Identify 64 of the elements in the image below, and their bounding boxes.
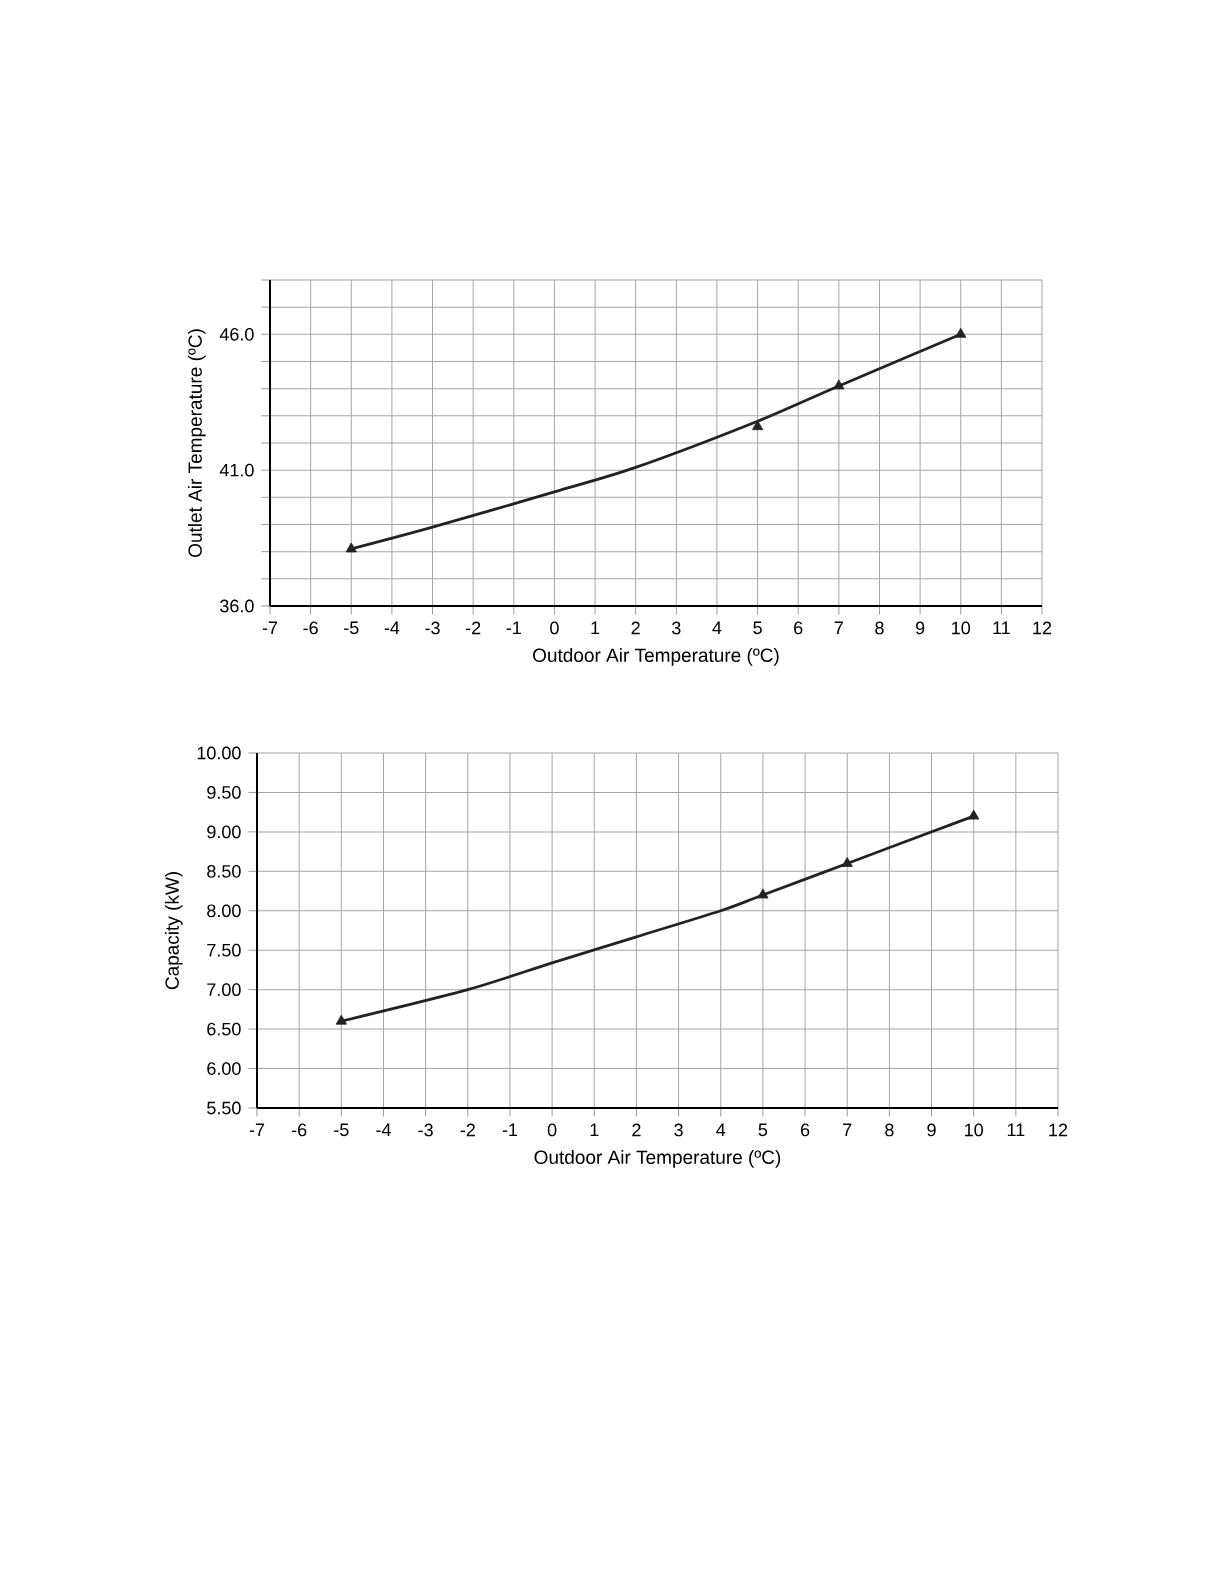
x-tick-label: 9 xyxy=(927,1123,936,1137)
x-tick-label: 0 xyxy=(547,1123,557,1137)
y-axis-title: Capacity (kW) xyxy=(164,872,183,990)
point xyxy=(968,809,980,820)
point xyxy=(833,379,845,390)
y-tick-label: 7.50 xyxy=(207,943,241,957)
x-tick-label: 0 xyxy=(550,621,559,635)
x-tick-label: -3 xyxy=(418,1123,433,1137)
x-tick-label: 3 xyxy=(674,1123,683,1137)
x-tick-label: 5 xyxy=(758,1123,768,1137)
point xyxy=(841,857,853,867)
x-tick-label: -7 xyxy=(249,1123,265,1136)
y-tick-label: 9.50 xyxy=(207,786,241,799)
x-tick-label: 4 xyxy=(716,1123,726,1136)
x-tick-label: 9 xyxy=(915,621,925,635)
x-tick-label: -4 xyxy=(376,1123,391,1136)
x-tick-label: 11 xyxy=(993,621,1010,634)
x-tick-label: 12 xyxy=(1033,621,1052,635)
x-tick-label: 6 xyxy=(800,1123,810,1137)
x-tick-label: 8 xyxy=(875,621,884,635)
x-tick-label: 8 xyxy=(885,1123,894,1137)
x-tick-label: -5 xyxy=(334,1123,349,1137)
y-tick-label: 10.00 xyxy=(197,746,241,760)
y-axis-title: Outlet Air Temperature (ºC) xyxy=(187,329,206,557)
x-tick-label: -6 xyxy=(303,621,318,635)
x-tick-label: -2 xyxy=(465,621,481,635)
x-tick-label: 2 xyxy=(632,1123,641,1137)
x-axis-title: Outdoor Air Temperature (ºC) xyxy=(533,648,779,666)
point xyxy=(955,327,967,338)
point xyxy=(345,542,357,553)
x-tick-label: 10 xyxy=(952,621,971,635)
x-tick-label: 1 xyxy=(590,1123,599,1136)
x-tick-label: 10 xyxy=(965,1123,983,1137)
y-tick-label: 5.50 xyxy=(207,1101,241,1115)
x-tick-label: 11 xyxy=(1007,1123,1025,1136)
x-tick-label: 4 xyxy=(712,621,722,634)
x-tick-label: 3 xyxy=(672,621,681,635)
point xyxy=(757,888,769,899)
x-tick-label: -4 xyxy=(384,621,400,634)
x-tick-label: 6 xyxy=(794,621,803,635)
x-tick-label: -7 xyxy=(262,621,278,634)
y-tick-label: 8.00 xyxy=(207,904,241,918)
y-tick-label: 41.0 xyxy=(219,463,254,477)
y-tick-label: 7.00 xyxy=(207,983,241,997)
point xyxy=(335,1014,347,1025)
x-tick-label: 7 xyxy=(843,1123,852,1136)
x-tick-label: -1 xyxy=(506,621,521,634)
x-tick-label: 5 xyxy=(753,621,762,635)
y-tick-label: 6.00 xyxy=(207,1062,241,1075)
y-tick-label: 46.0 xyxy=(219,327,254,341)
y-tick-label: 8.50 xyxy=(207,864,241,878)
x-tick-label: 2 xyxy=(631,621,640,635)
x-tick-label: -6 xyxy=(291,1123,307,1137)
x-tick-label: -3 xyxy=(425,621,440,635)
x-tick-label: 7 xyxy=(834,621,843,634)
x-axis-title: Outdoor Air Temperature (ºC) xyxy=(534,1150,781,1168)
x-tick-label: 1 xyxy=(591,621,600,634)
x-tick-label: -5 xyxy=(344,621,359,635)
x-tick-label: -2 xyxy=(460,1123,475,1137)
y-tick-label: 6.50 xyxy=(207,1022,241,1036)
x-tick-label: -1 xyxy=(502,1123,518,1136)
y-tick-label: 9.00 xyxy=(207,825,241,839)
x-tick-label: 12 xyxy=(1049,1123,1068,1137)
y-tick-label: 36.0 xyxy=(220,599,254,613)
